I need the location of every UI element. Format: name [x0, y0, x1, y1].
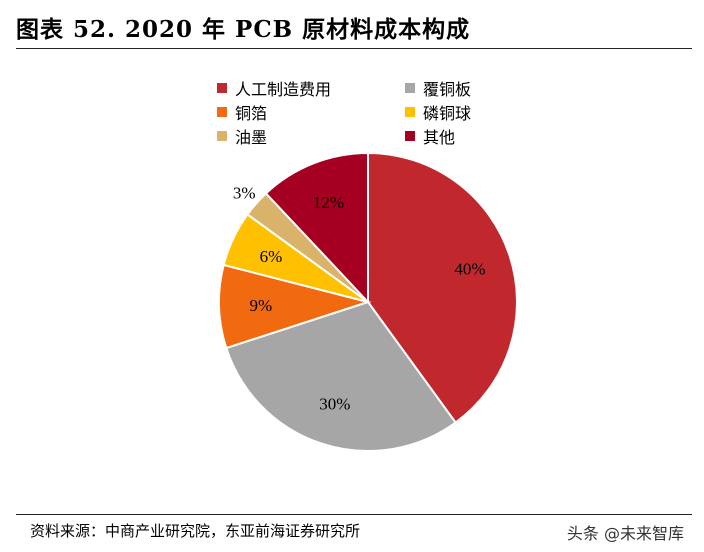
pie-slice	[225, 300, 457, 452]
legend-label: 油墨	[235, 128, 268, 147]
figure-title: 图表 52. 2020 年 PCB 原材料成本构成	[16, 16, 471, 43]
legend-swatch	[405, 131, 415, 141]
slice-label: 6%	[260, 247, 283, 266]
slice-label: 30%	[319, 395, 350, 414]
legend-item: 其他	[405, 124, 455, 148]
pie-slice	[367, 151, 518, 424]
legend-item: 人工制造费用	[217, 76, 331, 100]
legend-swatch	[217, 83, 227, 93]
legend-swatch	[217, 107, 227, 117]
legend-swatch	[405, 83, 415, 93]
legend-label: 磷铜球	[423, 104, 472, 123]
legend-label: 覆铜板	[423, 80, 472, 99]
slice-label: 12%	[313, 193, 344, 212]
pie-slice	[264, 151, 369, 305]
source-note: 资料来源：中商产业研究院，东亚前海证券研究所	[30, 522, 361, 540]
legend-swatch	[405, 107, 415, 117]
pie-slice	[217, 263, 372, 350]
slice-label: 40%	[454, 259, 485, 278]
watermark: 头条 @未来智库	[566, 524, 684, 543]
legend-label: 其他	[423, 128, 456, 147]
legend-label: 铜箔	[235, 104, 268, 123]
legend-item: 覆铜板	[405, 76, 471, 100]
slice-label: 9%	[249, 296, 272, 315]
legend-item: 磷铜球	[405, 100, 471, 124]
top-rule	[16, 48, 692, 49]
slice-label: 3%	[233, 183, 256, 202]
legend-item: 油墨	[217, 124, 267, 148]
legend-label: 人工制造费用	[235, 80, 332, 99]
bottom-rule	[16, 514, 692, 515]
legend-item: 铜箔	[217, 100, 267, 124]
legend-swatch	[217, 131, 227, 141]
